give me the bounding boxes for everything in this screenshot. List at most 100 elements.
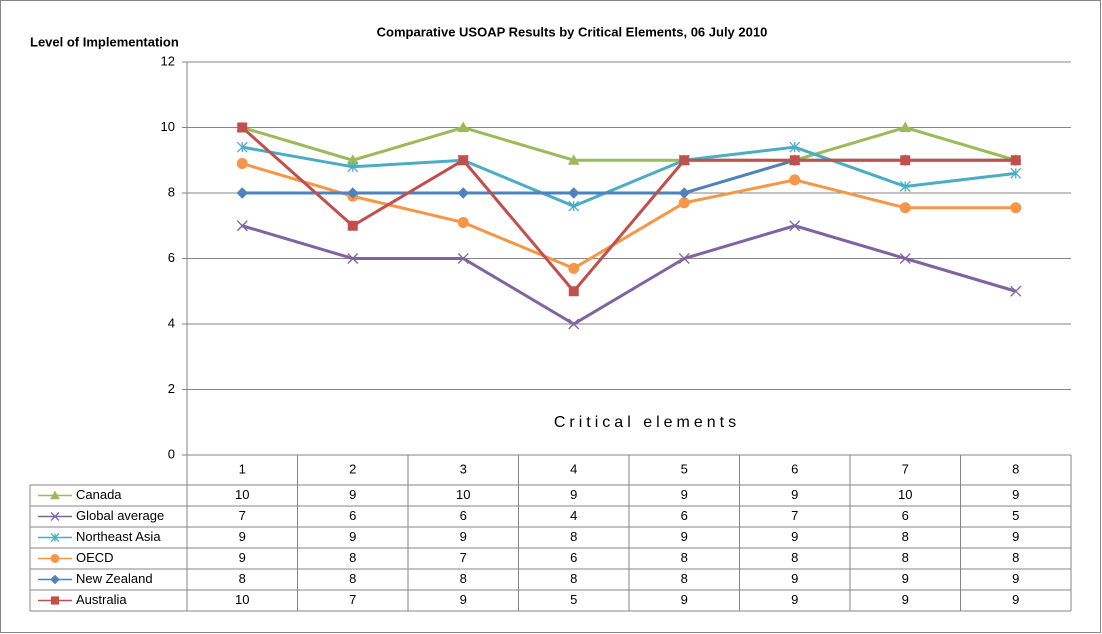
chart-title: Comparative USOAP Results by Critical El… xyxy=(377,24,768,39)
table-value: 8 xyxy=(239,571,246,586)
table-value: 9 xyxy=(239,529,246,544)
table-value: 9 xyxy=(570,487,577,502)
marker xyxy=(679,155,690,166)
marker xyxy=(457,253,469,264)
legend-label: Canada xyxy=(76,487,122,502)
marker xyxy=(568,187,580,199)
marker xyxy=(458,155,469,166)
legend-label: New Zealand xyxy=(76,571,153,586)
marker xyxy=(899,202,911,214)
table-value: 8 xyxy=(681,571,688,586)
x-tick-label: 4 xyxy=(570,461,577,476)
marker xyxy=(568,318,580,330)
marker xyxy=(568,200,580,212)
y-tick-label: 8 xyxy=(168,184,175,199)
marker xyxy=(236,158,248,170)
y-tick-label: 12 xyxy=(161,53,175,68)
marker xyxy=(347,253,359,264)
y-tick-label: 10 xyxy=(161,119,175,134)
table-value: 8 xyxy=(1012,550,1019,565)
series-line xyxy=(241,162,1016,270)
marker xyxy=(899,121,912,132)
marker xyxy=(789,174,801,186)
series-line xyxy=(241,224,1017,326)
table-value: 9 xyxy=(791,592,798,607)
marker xyxy=(1010,202,1022,214)
table-value: 8 xyxy=(902,550,909,565)
table-value: 9 xyxy=(681,529,688,544)
marker xyxy=(900,155,911,166)
marker xyxy=(789,155,800,166)
table-value: 6 xyxy=(681,508,688,523)
marker xyxy=(678,197,690,209)
table-value: 8 xyxy=(349,550,356,565)
table-value: 4 xyxy=(570,508,577,523)
marker xyxy=(347,161,359,173)
x-tick-label: 3 xyxy=(460,461,467,476)
legend-label: OECD xyxy=(76,550,114,565)
table-value: 7 xyxy=(791,508,798,523)
table-value: 9 xyxy=(349,487,356,502)
marker xyxy=(236,141,248,153)
series-line xyxy=(241,145,1016,208)
marker xyxy=(457,187,469,199)
table-value: 9 xyxy=(791,529,798,544)
legend-label: Northeast Asia xyxy=(76,529,161,544)
marker xyxy=(567,154,580,165)
table-value: 10 xyxy=(235,592,249,607)
table-value: 9 xyxy=(902,592,909,607)
table-value: 9 xyxy=(791,487,798,502)
marker xyxy=(678,187,690,199)
x-tick-label: 7 xyxy=(902,461,909,476)
marker xyxy=(50,574,60,585)
x-tick-label: 1 xyxy=(239,461,246,476)
marker xyxy=(237,122,248,133)
marker xyxy=(789,141,801,153)
table-value: 10 xyxy=(898,487,912,502)
y-axis-title: Level of Implementation xyxy=(30,34,179,49)
marker xyxy=(457,216,469,228)
marker xyxy=(568,262,580,274)
table-value: 8 xyxy=(681,550,688,565)
x-axis-title: Critical elements xyxy=(554,414,740,431)
table-value: 9 xyxy=(1012,592,1019,607)
marker xyxy=(1010,155,1021,166)
table-value: 10 xyxy=(235,487,249,502)
table-value: 9 xyxy=(902,571,909,586)
table-value: 7 xyxy=(460,550,467,565)
marker xyxy=(789,220,801,232)
marker xyxy=(50,596,60,605)
table-value: 9 xyxy=(681,592,688,607)
marker xyxy=(1010,167,1022,179)
table-value: 5 xyxy=(570,592,577,607)
table-value: 9 xyxy=(1012,571,1019,586)
table-value: 9 xyxy=(349,529,356,544)
marker xyxy=(457,121,470,132)
y-tick-label: 4 xyxy=(168,315,175,330)
table-value: 6 xyxy=(902,508,909,523)
table-value: 9 xyxy=(1012,487,1019,502)
table-value: 6 xyxy=(460,508,467,523)
series-line xyxy=(241,126,1016,294)
table-value: 7 xyxy=(349,592,356,607)
series-line xyxy=(241,125,1017,162)
table-value: 9 xyxy=(1012,529,1019,544)
x-tick-label: 2 xyxy=(349,461,356,476)
marker xyxy=(50,533,60,542)
table-value: 9 xyxy=(460,592,467,607)
table-value: 7 xyxy=(239,508,246,523)
table-value: 10 xyxy=(456,487,470,502)
table-value: 8 xyxy=(791,550,798,565)
table-value: 9 xyxy=(460,529,467,544)
y-tick-label: 6 xyxy=(168,250,175,265)
table-value: 6 xyxy=(570,550,577,565)
x-tick-label: 5 xyxy=(681,461,688,476)
table-value: 9 xyxy=(791,571,798,586)
marker xyxy=(899,253,911,264)
marker xyxy=(50,490,60,500)
y-tick-label: 0 xyxy=(168,446,175,461)
table-value: 9 xyxy=(239,550,246,565)
y-tick-label: 2 xyxy=(168,381,175,396)
